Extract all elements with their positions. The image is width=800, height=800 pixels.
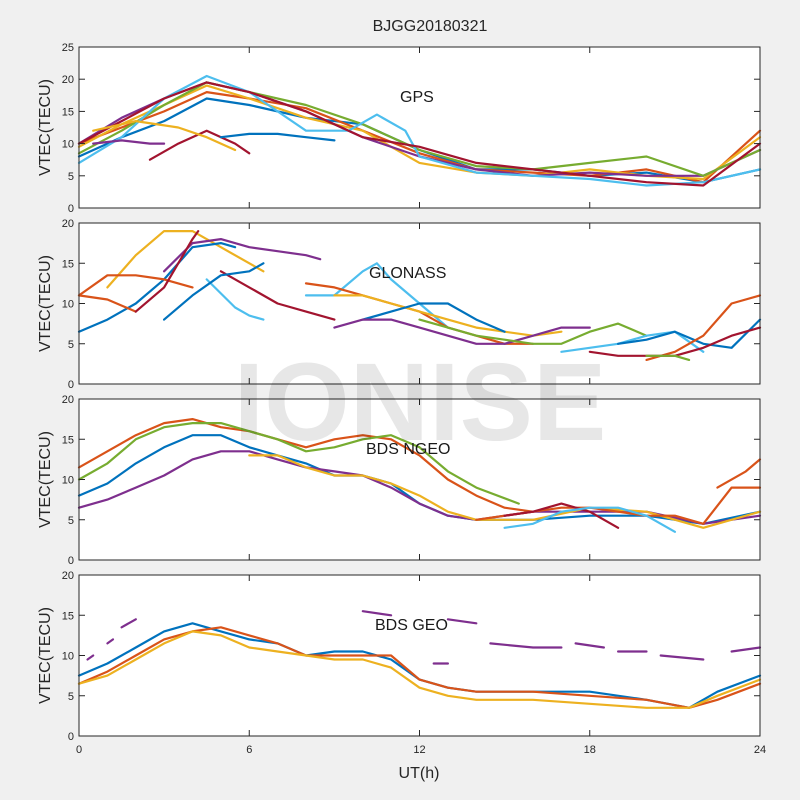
x-axis-label: UT(h) [399,765,440,782]
y-tick-label: 20 [62,218,74,230]
x-tick-label: 12 [413,744,425,756]
series-line [730,646,762,653]
series-line [205,278,265,321]
y-tick-label: 15 [62,258,74,270]
y-tick-label: 5 [68,339,74,351]
plot-area [79,399,760,560]
panel-annotation: BDS NGEO [366,441,450,458]
panel-2: 0 5 10 15 20 VTEC(TECU) GLONASS [37,218,762,391]
series-line [248,454,762,529]
series-line [77,630,762,709]
series-line [77,626,762,709]
series-line [163,238,322,273]
y-tick-label: 25 [62,42,74,54]
series-line [134,230,200,313]
panel-annotation: GLONASS [369,265,446,282]
series-line [574,642,605,649]
series-line [77,294,137,313]
y-tick-label: 5 [68,691,74,703]
series-line [77,74,762,187]
series-line [77,622,762,709]
series-line [503,502,620,529]
series-line [77,450,762,525]
series-line [77,422,520,505]
y-tick-label: 5 [68,515,74,527]
y-tick-label: 20 [62,570,74,582]
series-line [106,230,265,289]
series-line [617,318,762,349]
series-line [120,618,137,629]
x-tick-label: 18 [584,744,596,756]
series-line [77,81,762,177]
series-line [92,120,237,152]
plot-area [79,575,760,736]
panel-1: 0 5 10 15 20 25 VTEC(TECU) GPS [37,42,762,215]
series-line [77,274,194,297]
y-axis-label: VTEC(TECU) [37,431,54,528]
series-line [333,294,563,337]
panel-3: 0 5 10 15 20 VTEC(TECU) BDS NGEO [37,394,762,567]
series-line [92,139,166,145]
y-tick-label: 10 [62,299,74,311]
y-tick-label: 20 [62,394,74,406]
x-tick-label: 24 [754,744,766,756]
panel-4: 0 5 10 15 20 0 6 12 18 24 VTEC(TECU) BDS GEO [37,570,766,756]
y-axis-label: VTEC(TECU) [37,607,54,704]
y-tick-label: 10 [62,139,74,151]
series-line [333,318,591,345]
series-line [503,506,676,533]
panel-annotation: GPS [400,89,434,106]
series-line [645,294,762,361]
series-line [418,318,648,345]
series-line [645,354,691,361]
series-line [446,618,478,625]
panels: 0 5 10 15 20 25 VTEC(TECU) GPS 0 5 10 15 20 VTEC(TECU… [37,42,766,756]
y-tick-label: 0 [68,379,74,391]
y-tick-label: 0 [68,731,74,743]
panel-annotation: BDS GEO [375,617,448,634]
x-tick-label: 0 [76,744,82,756]
series-line [361,610,393,617]
y-tick-label: 10 [62,475,74,487]
y-tick-label: 20 [62,74,74,86]
series-line [163,262,265,321]
y-tick-label: 0 [68,555,74,567]
y-axis-label: VTEC(TECU) [37,79,54,176]
series-line [106,638,115,645]
x-tick-label: 6 [246,744,252,756]
y-tick-label: 5 [68,171,74,183]
series-line [716,458,762,489]
y-tick-label: 10 [62,651,74,663]
figure-title: BJGG20180321 [373,18,488,35]
series-line [86,654,95,661]
y-tick-label: 0 [68,203,74,215]
series-line [560,330,705,353]
series-line [219,270,336,321]
series-line [148,129,251,161]
y-tick-label: 15 [62,434,74,446]
series-line [361,302,506,333]
series-line [77,81,762,187]
series-line [77,418,535,513]
y-tick-label: 15 [62,106,74,118]
series-line [489,642,563,649]
y-tick-label: 15 [62,610,74,622]
series-line [219,132,336,142]
series-line [659,654,705,661]
watermark: IONISE [234,341,607,464]
y-axis-label: VTEC(TECU) [37,255,54,352]
